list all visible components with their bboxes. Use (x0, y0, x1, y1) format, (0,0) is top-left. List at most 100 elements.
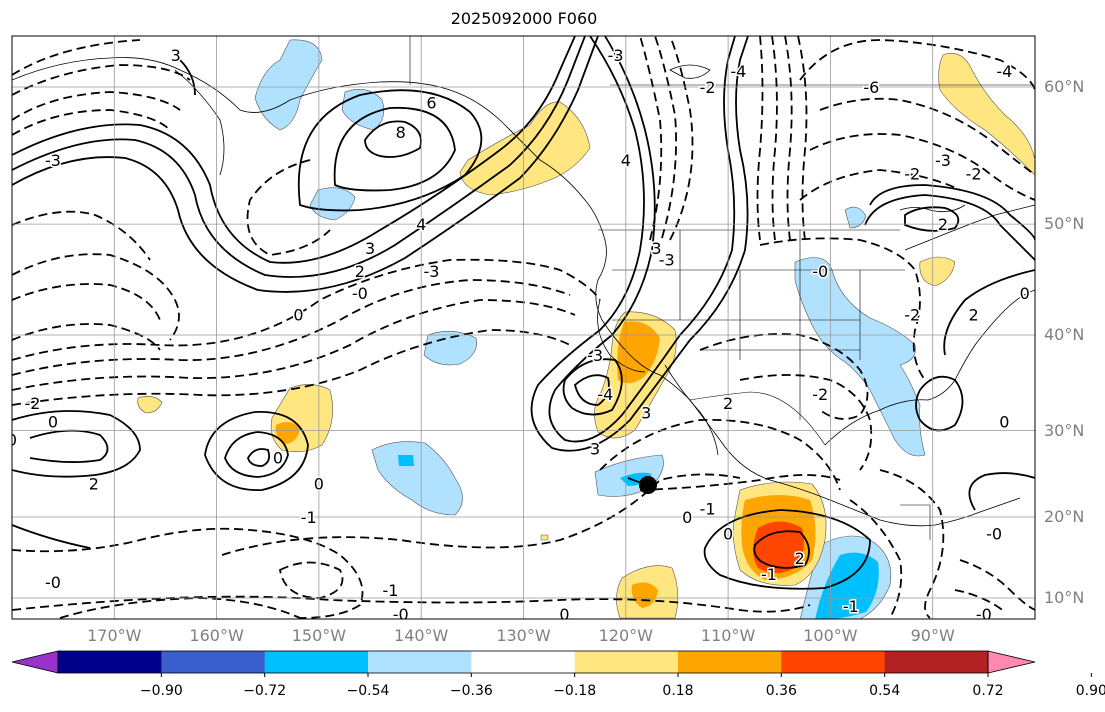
contour-label: 0 (48, 413, 58, 432)
contour-label: -3 (423, 262, 439, 281)
contour-label: -2 (700, 78, 716, 97)
contour-label: 3 (365, 239, 375, 258)
contour-label: -2 (904, 305, 920, 324)
contour-label: -2 (24, 394, 40, 413)
colorbar-segment (781, 651, 886, 673)
contour-label: -2 (966, 164, 982, 183)
shading-pos-greatlakes (919, 256, 956, 287)
lon-label: 140°W (394, 626, 449, 645)
lon-label: 150°W (291, 626, 347, 645)
colorbar-tick-label: −0.90 (139, 683, 183, 699)
contour-label: 0 (273, 448, 283, 467)
contour-label: 2 (723, 394, 733, 413)
shading-neg-hawaii (371, 441, 463, 516)
contour-label: 8 (396, 123, 406, 142)
colorbar-tick-label: 0.90 (1075, 683, 1105, 699)
contour-label: -3 (659, 250, 675, 269)
borders-layer (409, 36, 1035, 540)
shading-neg-midpac (309, 187, 356, 221)
plot-frame (11, 35, 1036, 620)
colorbar-segment (574, 651, 679, 673)
contour-label: 0 (682, 508, 692, 527)
colorbar-segment (58, 651, 162, 673)
contour-label: 3 (590, 440, 600, 459)
lon-label: 160°W (189, 626, 244, 645)
colorbar (11, 650, 1092, 677)
contour-label: -4 (730, 62, 746, 81)
colorbar-extend-max (987, 650, 1036, 674)
lon-label: 170°W (87, 626, 142, 645)
contour-label: -1 (383, 581, 399, 600)
colorbar-tick-label: 0.72 (972, 683, 1004, 699)
shading-pos-westpac (137, 395, 163, 414)
shading-neg-alaska (254, 39, 323, 131)
shading-pos-midpac (270, 384, 333, 452)
contour-label: -3 (45, 151, 61, 170)
dashed-contours-layer (12, 36, 1035, 619)
shading-pos-tropics-core (631, 582, 658, 608)
map-title: 2025092000 F060 (450, 9, 598, 28)
shading-layer (137, 39, 1035, 619)
shading-neg-ne (844, 206, 867, 229)
colorbar-tick-label: −0.18 (553, 683, 597, 699)
colorbar-extend-min (11, 650, 59, 674)
contour-label: 4 (416, 215, 426, 234)
lat-label: 10°N (1044, 588, 1085, 607)
shading-neg-hawaii-n (423, 330, 477, 366)
contour-label: 3 (641, 403, 651, 422)
contour-label: -3 (935, 151, 951, 170)
contour-label: 2 (355, 262, 365, 281)
contour-label: 0 (723, 525, 733, 544)
contour-label: 0 (999, 413, 1009, 432)
contour-label: 0 (559, 605, 569, 624)
lat-label: 20°N (1044, 506, 1085, 526)
colorbar-segment (161, 651, 266, 673)
contour-label: -0 (986, 525, 1002, 544)
lon-label: 130°W (496, 626, 551, 645)
colorbar-tick-label: −0.72 (243, 683, 287, 699)
colorbar-tick-label: 0.54 (869, 683, 901, 699)
colorbar-tick-label: 0.36 (765, 683, 797, 699)
contour-label: 0 (314, 474, 324, 493)
lon-label: 110°W (700, 626, 756, 645)
contour-label: -3 (587, 346, 603, 365)
contour-label: 6 (426, 93, 436, 112)
lon-label: 120°W (598, 626, 653, 645)
shading-neg-mexico-core (815, 552, 879, 619)
lat-label: 60°N (1044, 77, 1085, 96)
contour-label: -1 (761, 565, 777, 584)
contour-label: -4 (996, 62, 1012, 81)
contour-label: -6 (863, 78, 879, 97)
lat-label: 50°N (1044, 214, 1085, 234)
lat-label: 30°N (1044, 420, 1085, 440)
contour-label: -1 (700, 500, 716, 519)
contour-label: -0 (45, 573, 61, 592)
contour-label: 3 (171, 46, 181, 65)
contour-label: 2 (89, 474, 99, 493)
contour-label: 2 (795, 549, 805, 568)
contour-label: -1 (843, 597, 859, 616)
contour-label: 4 (621, 151, 631, 170)
colorbar-segment (368, 651, 472, 673)
contour-label: -0 (976, 605, 992, 624)
lon-label: 90°W (910, 626, 955, 645)
contour-label: 2 (969, 305, 979, 324)
colorbar-tick-label: −0.54 (346, 683, 390, 699)
lat-label: 40°N (1044, 325, 1085, 345)
contour-label: 0 (293, 305, 303, 324)
shading-pos-labrador (938, 53, 1035, 176)
contour-label: -0 (393, 605, 409, 624)
shading-pos-eastpac-core (753, 521, 804, 573)
contour-label: -2 (904, 164, 920, 183)
colorbar-segment (884, 651, 989, 673)
contour-label: -4 (597, 385, 613, 404)
colorbar-tick-label: 0.18 (662, 683, 694, 699)
colorbar-segment (678, 651, 782, 673)
lon-label: 100°W (803, 626, 858, 645)
shading-pos-dot (540, 534, 549, 541)
contour-label: -0 (812, 262, 828, 281)
colorbar-tick-label: −0.36 (449, 683, 493, 699)
contour-label: -0 (352, 284, 368, 303)
